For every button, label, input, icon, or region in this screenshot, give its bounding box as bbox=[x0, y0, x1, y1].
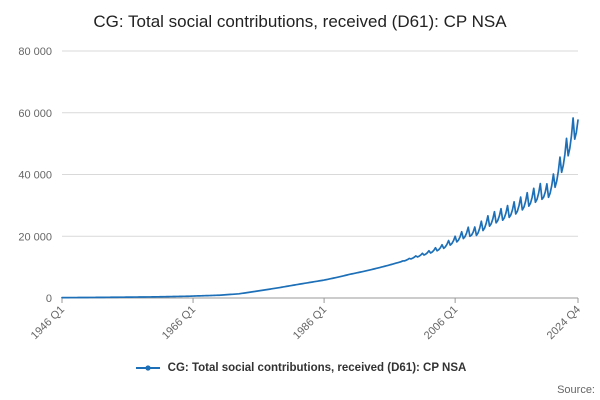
x-tick-label: 1986 Q1 bbox=[291, 304, 329, 342]
y-tick-label: 20 000 bbox=[18, 231, 52, 243]
x-tick-label: 2024 Q4 bbox=[545, 304, 583, 342]
series-line bbox=[61, 117, 579, 299]
plot-area: 0 20 000 40 000 60 000 80 000 1946 Q1 1966 Q1 1… bbox=[18, 46, 583, 342]
y-tick-label: 60 000 bbox=[18, 108, 52, 120]
y-tick-label: 80 000 bbox=[18, 46, 52, 58]
y-tick-label: 0 bbox=[46, 293, 52, 305]
legend-line-marker bbox=[135, 365, 160, 371]
x-tick-label: 2006 Q1 bbox=[422, 304, 460, 342]
y-tick-label: 40 000 bbox=[18, 170, 52, 182]
chart-title: CG: Total social contributions, received… bbox=[93, 12, 507, 31]
chart-container: CG: Total social contributions, received… bbox=[18, 12, 595, 396]
legend-label: CG: Total social contributions, received… bbox=[167, 362, 467, 374]
legend[interactable]: CG: Total social contributions, received… bbox=[0, 362, 600, 374]
x-tick-label: 1946 Q1 bbox=[29, 304, 67, 342]
x-tick-label: 1966 Q1 bbox=[160, 304, 198, 342]
source-label: Source: bbox=[557, 384, 595, 396]
